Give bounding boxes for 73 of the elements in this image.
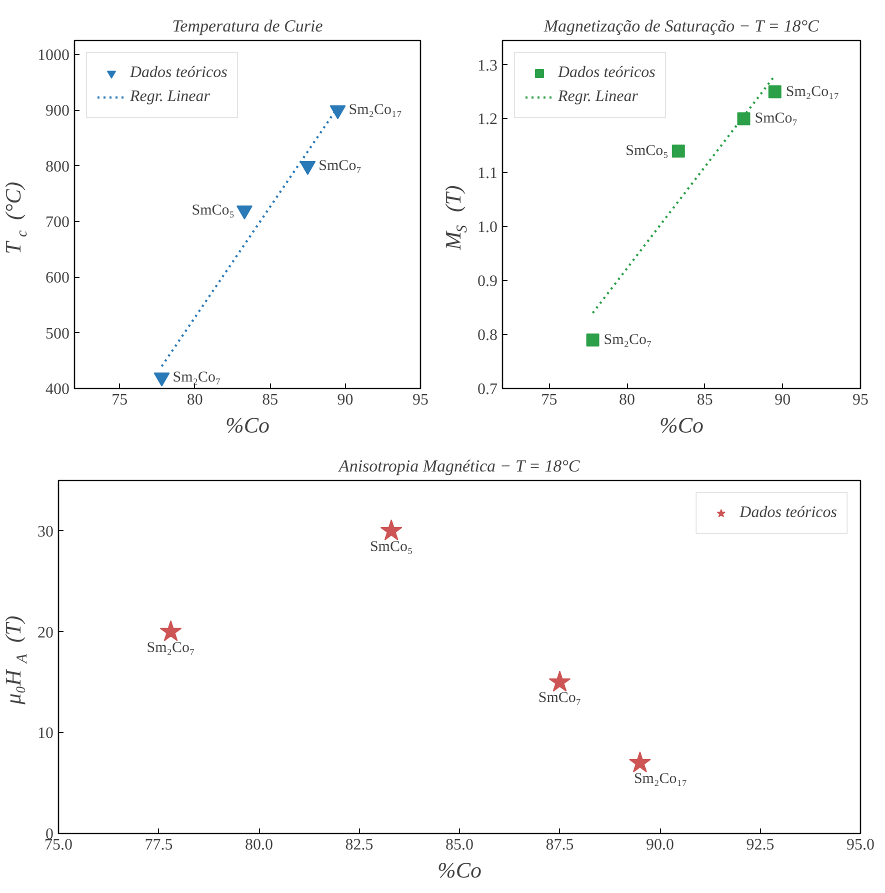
y-tick-label: 800 xyxy=(46,158,70,176)
y-tick-label: 20 xyxy=(38,624,54,642)
x-tick-label: 80 xyxy=(186,392,203,408)
annotation: Sm₂Co₇ xyxy=(172,369,221,386)
annotation: Sm₂Co₇ xyxy=(146,640,195,656)
annotation: SmCo₇ xyxy=(538,690,582,706)
y-axis-title: μ₀HA (T) xyxy=(0,616,30,706)
annotation: Sm₂Co₁₇ xyxy=(634,770,688,787)
annotation: SmCo₅ xyxy=(370,538,413,555)
x-tick-label: 82.5 xyxy=(345,836,374,854)
x-tick-label: 95 xyxy=(412,392,428,408)
point xyxy=(737,112,750,126)
x-tick-label: 90 xyxy=(337,392,354,408)
y-tick-label: 600 xyxy=(46,270,70,287)
legend-label: Dados teóricos xyxy=(740,504,837,522)
y-tick-label: 400 xyxy=(46,381,70,398)
chart-title: Temperatura de Curie xyxy=(172,16,324,36)
point xyxy=(160,620,182,642)
point xyxy=(236,205,252,220)
x-tick-label: 87.5 xyxy=(546,836,574,854)
y-tick-label: 0.7 xyxy=(478,381,498,398)
y-tick-label: 1.2 xyxy=(478,111,498,128)
chart-title: Magnetização de Saturação − T = 18°C xyxy=(542,16,820,36)
legend-label: Dados teóricos xyxy=(558,64,656,82)
point xyxy=(300,160,316,175)
x-tick-label: 95 xyxy=(852,392,868,408)
x-tick-label: 85 xyxy=(696,392,713,408)
legend-label: Dados teóricos xyxy=(130,64,228,82)
chart-title: Anisotropia Magnética − T = 18°C xyxy=(338,456,580,476)
x-tick-label: 77.5 xyxy=(144,836,173,854)
annotation: SmCo₇ xyxy=(754,110,798,127)
annotation: SmCo₇ xyxy=(318,158,362,174)
x-axis-title: %Co xyxy=(660,412,704,438)
y-tick-label: 1.0 xyxy=(478,219,498,236)
point xyxy=(586,333,600,346)
x-tick-label: 92.5 xyxy=(746,836,774,854)
y-axis-title: Tc (°C) xyxy=(0,182,30,254)
x-tick-label: 80.0 xyxy=(245,836,273,854)
y-tick-label: 900 xyxy=(46,102,70,120)
point xyxy=(330,105,346,120)
y-tick-label: 10 xyxy=(38,725,54,742)
point xyxy=(628,751,651,772)
point xyxy=(154,372,170,387)
y-tick-label: 0.9 xyxy=(478,273,498,290)
point xyxy=(380,519,402,540)
point xyxy=(548,670,571,692)
y-tick-label: 0.8 xyxy=(478,327,498,344)
x-tick-label: 90.0 xyxy=(646,836,674,854)
annotation: SmCo₅ xyxy=(626,143,668,160)
point xyxy=(672,144,685,158)
x-tick-label: 95.0 xyxy=(846,836,874,854)
y-tick-label: 1.3 xyxy=(478,57,498,74)
y-axis-title: MS (T) xyxy=(440,185,470,251)
x-tick-label: 85.0 xyxy=(446,836,474,854)
annotation: Sm₂Co₁₇ xyxy=(348,102,402,118)
annotation: Sm₂Co₇ xyxy=(604,332,652,348)
x-axis-title: %Co xyxy=(438,858,482,882)
x-tick-label: 75 xyxy=(112,392,128,408)
x-tick-label: 80 xyxy=(619,392,636,408)
x-axis-title: %Co xyxy=(226,412,270,438)
y-tick-label: 30 xyxy=(38,523,54,540)
legend-label: Regr. Linear xyxy=(130,88,210,106)
y-tick-label: 500 xyxy=(46,325,70,342)
x-tick-label: 90 xyxy=(774,392,791,408)
y-tick-label: 1000 xyxy=(38,46,70,64)
y-tick-label: 700 xyxy=(46,214,70,231)
y-tick-label: 1.1 xyxy=(478,165,498,182)
annotation: SmCo₅ xyxy=(192,202,234,218)
x-tick-label: 75 xyxy=(541,392,558,408)
legend-label: Regr. Linear xyxy=(558,88,638,106)
x-tick-label: 85 xyxy=(262,392,278,408)
annotation: Sm₂Co₁₇ xyxy=(786,84,840,100)
point xyxy=(768,85,782,98)
